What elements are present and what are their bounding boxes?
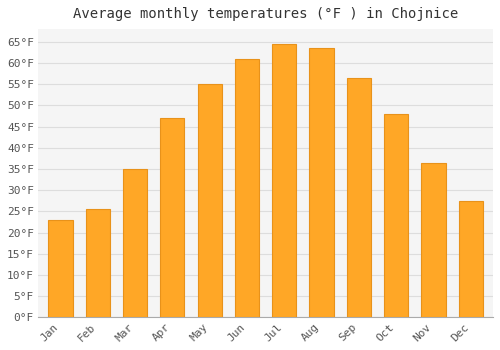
- Bar: [458, 201, 483, 317]
- Bar: [384, 114, 408, 317]
- Bar: [86, 209, 110, 317]
- Bar: [123, 169, 147, 317]
- Bar: [310, 48, 334, 317]
- Bar: [235, 59, 259, 317]
- Bar: [272, 44, 296, 317]
- Bar: [160, 118, 184, 317]
- Title: Average monthly temperatures (°F ) in Chojnice: Average monthly temperatures (°F ) in Ch…: [73, 7, 458, 21]
- Bar: [422, 163, 446, 317]
- Bar: [198, 84, 222, 317]
- Bar: [346, 78, 371, 317]
- Bar: [48, 220, 72, 317]
